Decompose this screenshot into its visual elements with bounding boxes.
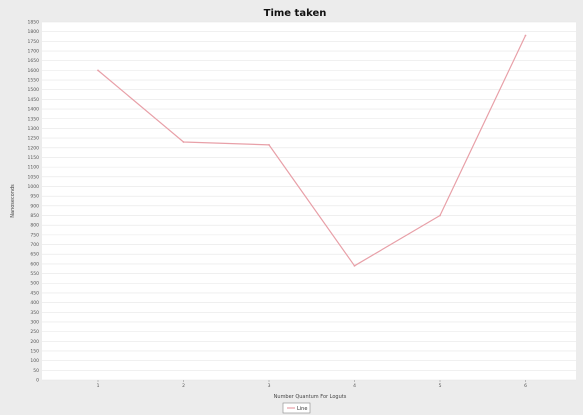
y-tick-label: 700 (30, 242, 39, 248)
y-tick-label: 1750 (28, 39, 40, 45)
y-tick-label: 200 (30, 339, 39, 345)
y-tick-label: 1050 (28, 174, 40, 180)
data-point (524, 34, 527, 37)
y-tick-label: 800 (30, 223, 39, 229)
y-tick-label: 1200 (28, 145, 40, 151)
legend-box (282, 402, 311, 414)
y-tick-label: 50 (33, 368, 39, 374)
x-tick-label: 2 (182, 383, 185, 389)
y-tick-label: 650 (30, 252, 39, 258)
y-tick-label: 600 (30, 261, 39, 267)
x-tick-label: 4 (353, 383, 356, 389)
y-tick-label: 350 (30, 310, 39, 316)
series-line (97, 35, 527, 267)
y-tick-label: 1600 (28, 68, 40, 74)
y-tick-label: 1650 (28, 58, 40, 64)
y-tick-label: 0 (36, 378, 39, 384)
y-tick-label: 450 (30, 290, 39, 296)
y-tick-label: 500 (30, 281, 39, 287)
y-tick-label: 1150 (28, 155, 40, 161)
y-tick-label: 1450 (28, 97, 40, 103)
data-point (182, 141, 185, 143)
y-tick-label: 1250 (28, 136, 40, 142)
x-tick-labels: 1 2 3 4 5 6 (97, 380, 527, 389)
y-tick-label: 750 (30, 232, 39, 238)
series-layer (97, 34, 527, 267)
y-tick-label: 1400 (28, 107, 40, 113)
y-tick-label: 1850 (28, 20, 40, 26)
y-tick-label: 1000 (28, 184, 40, 190)
grid-layer (42, 21, 576, 381)
y-tick-label: 300 (30, 319, 39, 325)
x-axis-label: Number Quantum For Loguts (274, 394, 347, 400)
y-tick-label: 400 (30, 300, 39, 306)
y-tick-label: 1800 (28, 29, 40, 35)
y-tick-label: 900 (30, 203, 39, 209)
y-tick-label: 1300 (28, 126, 40, 132)
y-tick-label: 1700 (28, 49, 40, 55)
data-point (268, 143, 270, 146)
y-tick-label: 1500 (28, 87, 40, 93)
y-axis-label: Nanoseconds (10, 184, 16, 218)
x-tick-label: 3 (268, 383, 271, 389)
legend: Line (282, 402, 311, 414)
y-tick-label: 850 (30, 213, 39, 219)
y-tick-label: 250 (30, 329, 39, 335)
y-tick-labels: 0 50 100 150 200 250 300 350 400 450 500 550 600 650 7… (28, 20, 40, 384)
x-tick-label: 5 (439, 383, 442, 389)
y-tick-label: 1350 (28, 116, 40, 122)
data-point (439, 214, 441, 217)
x-tick-label: 1 (97, 383, 100, 389)
chart-title: Time taken (264, 8, 327, 19)
data-point (353, 264, 356, 267)
y-tick-label: 100 (30, 358, 39, 364)
x-tick-label: 6 (524, 383, 527, 389)
y-tick-label: 150 (30, 348, 39, 354)
y-tick-label: 1550 (28, 78, 40, 84)
y-tick-label: 1100 (28, 165, 40, 171)
y-tick-label: 550 (30, 271, 39, 277)
data-point (97, 69, 99, 72)
y-tick-label: 950 (30, 194, 39, 200)
legend-label: Line (297, 406, 307, 412)
